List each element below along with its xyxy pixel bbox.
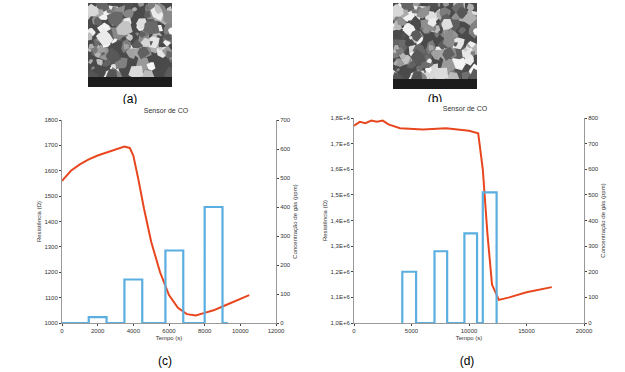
svg-text:1700: 1700 <box>44 142 58 148</box>
svg-text:500: 500 <box>280 175 291 181</box>
html-text:(c): (c) <box>158 354 172 368</box>
svg-text:1800: 1800 <box>44 117 58 123</box>
svg-text:1,2E+6: 1,2E+6 <box>331 269 351 275</box>
html-text:(d): (d) <box>459 354 475 368</box>
svg-text:1,0E+6: 1,0E+6 <box>331 320 351 326</box>
svg-text:100: 100 <box>588 294 599 300</box>
svg-text:300: 300 <box>280 233 291 239</box>
svg-text:1,4E+6: 1,4E+6 <box>331 218 351 224</box>
svg-text:300: 300 <box>588 243 599 249</box>
svg-text:Resistência (Ω): Resistência (Ω) <box>322 200 328 241</box>
svg-text:400: 400 <box>588 218 599 224</box>
svg-text:1300: 1300 <box>44 244 58 250</box>
svg-text:600: 600 <box>280 146 291 152</box>
svg-text:4000: 4000 <box>127 328 141 334</box>
svg-text:1,6E+6: 1,6E+6 <box>331 166 351 172</box>
svg-text:400: 400 <box>280 204 291 210</box>
svg-text:700: 700 <box>280 117 291 123</box>
svg-text:20000: 20000 <box>576 328 593 334</box>
svg-text:Sensor de CO: Sensor de CO <box>144 107 189 114</box>
svg-text:800: 800 <box>588 115 599 121</box>
svg-text:Tempo (s): Tempo (s) <box>156 335 183 341</box>
svg-text:1,7E+6: 1,7E+6 <box>331 141 351 147</box>
svg-text:1100: 1100 <box>45 295 59 301</box>
svg-text:Resistência (Ω): Resistência (Ω) <box>36 201 42 242</box>
svg-text:10000: 10000 <box>461 328 478 334</box>
svg-text:0: 0 <box>352 328 356 334</box>
html-text:(a): (a) <box>122 92 138 106</box>
svg-text:6000: 6000 <box>162 328 176 334</box>
svg-text:Concentração de gás (ppm): Concentração de gás (ppm) <box>600 183 606 257</box>
svg-text:100: 100 <box>280 291 291 297</box>
svg-text:700: 700 <box>588 141 599 147</box>
svg-text:1,5E+6: 1,5E+6 <box>331 192 351 198</box>
svg-text:1200: 1200 <box>44 269 58 275</box>
svg-text:1400: 1400 <box>44 219 58 225</box>
svg-text:200: 200 <box>280 262 291 268</box>
svg-text:1500: 1500 <box>44 193 58 199</box>
svg-text:10000: 10000 <box>232 328 249 334</box>
svg-text:12000: 12000 <box>268 328 285 334</box>
svg-text:0: 0 <box>280 320 284 326</box>
svg-text:1,8E+6: 1,8E+6 <box>331 115 351 121</box>
svg-text:2000: 2000 <box>91 328 105 334</box>
svg-text:Concentração de gás (ppm): Concentração de gás (ppm) <box>292 184 298 258</box>
svg-text:1,3E+6: 1,3E+6 <box>331 243 351 249</box>
svg-text:200: 200 <box>588 269 599 275</box>
svg-text:Sensor de CO: Sensor de CO <box>443 105 488 112</box>
svg-text:1600: 1600 <box>44 168 58 174</box>
svg-text:0: 0 <box>60 328 64 334</box>
svg-text:5000: 5000 <box>405 328 419 334</box>
svg-text:15000: 15000 <box>518 328 535 334</box>
svg-text:Tempo (s): Tempo (s) <box>456 335 483 341</box>
html-text:(b): (b) <box>427 92 443 106</box>
svg-text:0: 0 <box>588 320 592 326</box>
svg-text:600: 600 <box>588 166 599 172</box>
svg-text:500: 500 <box>588 192 599 198</box>
svg-text:8000: 8000 <box>198 328 212 334</box>
svg-text:1,1E+6: 1,1E+6 <box>331 294 351 300</box>
svg-text:1000: 1000 <box>44 320 58 326</box>
